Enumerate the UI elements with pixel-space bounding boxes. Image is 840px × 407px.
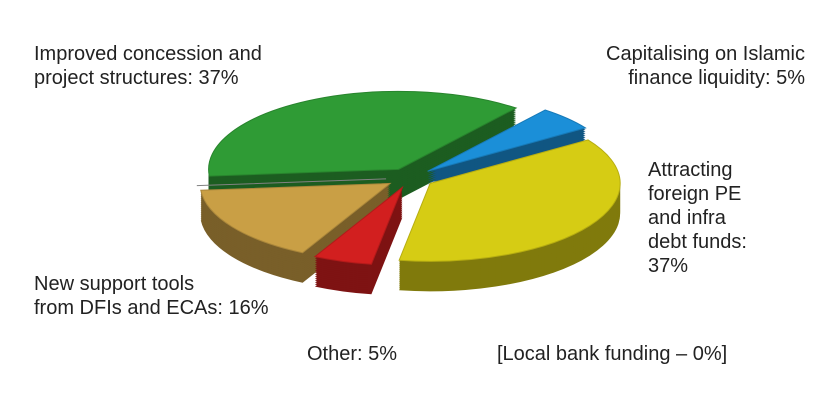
- slice-label: New support tools from DFIs and ECAs: 16…: [34, 273, 269, 319]
- slice-label: Improved concession and project structur…: [34, 43, 262, 89]
- slice: [200, 182, 392, 254]
- slice-label: [Local bank funding – 0%]: [497, 343, 728, 365]
- slice: [313, 185, 404, 265]
- slice-label: Other: 5%: [307, 343, 398, 365]
- slice-label: Attracting foreign PE and infra debt fun…: [648, 159, 747, 277]
- slice: [398, 139, 621, 262]
- slice-label: Capitalising on Islamic finance liquidit…: [606, 43, 805, 89]
- slice: [208, 90, 518, 177]
- slice: [427, 109, 587, 172]
